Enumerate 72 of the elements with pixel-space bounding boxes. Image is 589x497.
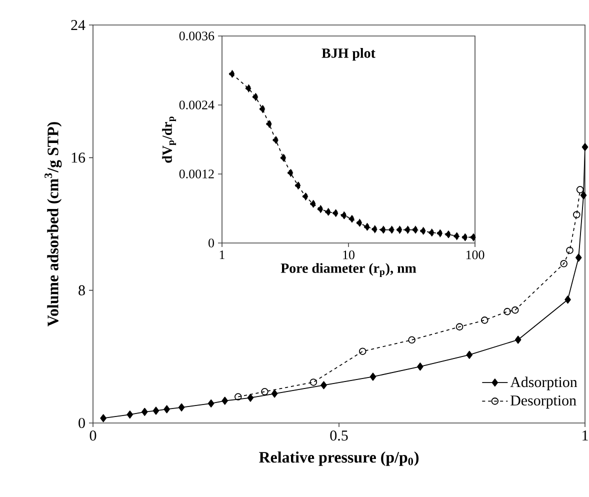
x-tick-label: 0.5 <box>330 430 348 441</box>
point <box>514 336 522 344</box>
point <box>287 168 294 177</box>
y-tick-label: 16 <box>72 152 86 163</box>
point <box>576 186 584 194</box>
point <box>466 350 473 359</box>
x-tick-label: 1 <box>220 250 224 260</box>
point <box>396 226 403 234</box>
point <box>417 362 424 371</box>
point <box>512 306 519 314</box>
x-axis-title: Relative pressure (p/p$_{0}$) <box>259 451 419 466</box>
point <box>340 211 348 220</box>
point <box>370 372 376 381</box>
point <box>234 393 242 400</box>
point <box>294 181 302 190</box>
point <box>348 214 355 223</box>
y-axis-title: dV$_{p}$/dr$_{p}$ <box>162 116 176 163</box>
y-tick-label: 0 <box>208 238 214 248</box>
point <box>404 226 411 234</box>
point <box>582 143 588 152</box>
y-axis-title: Volume adsorbed (cm$^{3}$/g STP) <box>44 122 62 326</box>
point <box>247 394 254 402</box>
point <box>573 211 580 218</box>
point <box>456 323 464 330</box>
point <box>320 381 327 390</box>
point <box>100 414 106 422</box>
point <box>152 406 160 415</box>
point <box>126 410 134 419</box>
point <box>302 192 309 200</box>
point <box>358 348 366 355</box>
point <box>364 222 370 231</box>
point <box>310 378 318 386</box>
y-tick-label: 0.0012 <box>179 170 214 178</box>
y-tick-label: 0.0036 <box>179 32 214 40</box>
x-tick-label: 0 <box>90 430 96 441</box>
y-tick-label: 0 <box>78 418 85 428</box>
text: BJH plot <box>322 48 376 61</box>
point <box>580 191 587 200</box>
y-tick-label: 8 <box>78 285 85 296</box>
point <box>208 399 214 408</box>
point <box>481 316 488 324</box>
point <box>560 260 568 268</box>
point <box>408 336 416 344</box>
x-tick-label: 1 <box>582 430 588 440</box>
y-tick-label: 24 <box>71 20 86 30</box>
point <box>222 396 228 405</box>
x-axis-title: Pore diameter (r$_{p}$), nm <box>280 263 416 277</box>
point <box>271 390 278 398</box>
point <box>261 388 268 396</box>
point <box>317 205 324 214</box>
point <box>564 296 571 304</box>
legend-label: Desorption <box>510 395 576 409</box>
y-tick-label: 0.0024 <box>179 100 214 110</box>
point <box>388 226 395 234</box>
x-tick-label: 10 <box>343 250 354 260</box>
point <box>310 200 316 208</box>
point <box>372 225 378 234</box>
point <box>380 226 386 234</box>
point <box>164 405 170 414</box>
point <box>142 408 148 416</box>
point <box>504 308 511 316</box>
point <box>332 209 339 218</box>
point <box>356 218 363 227</box>
legend-label: Adsorption <box>510 376 578 390</box>
point <box>412 226 418 234</box>
point <box>178 403 185 412</box>
point <box>566 246 574 254</box>
point <box>324 208 332 216</box>
x-tick-label: 100 <box>466 250 484 260</box>
point <box>420 226 426 235</box>
point <box>428 228 435 237</box>
point <box>575 254 582 262</box>
